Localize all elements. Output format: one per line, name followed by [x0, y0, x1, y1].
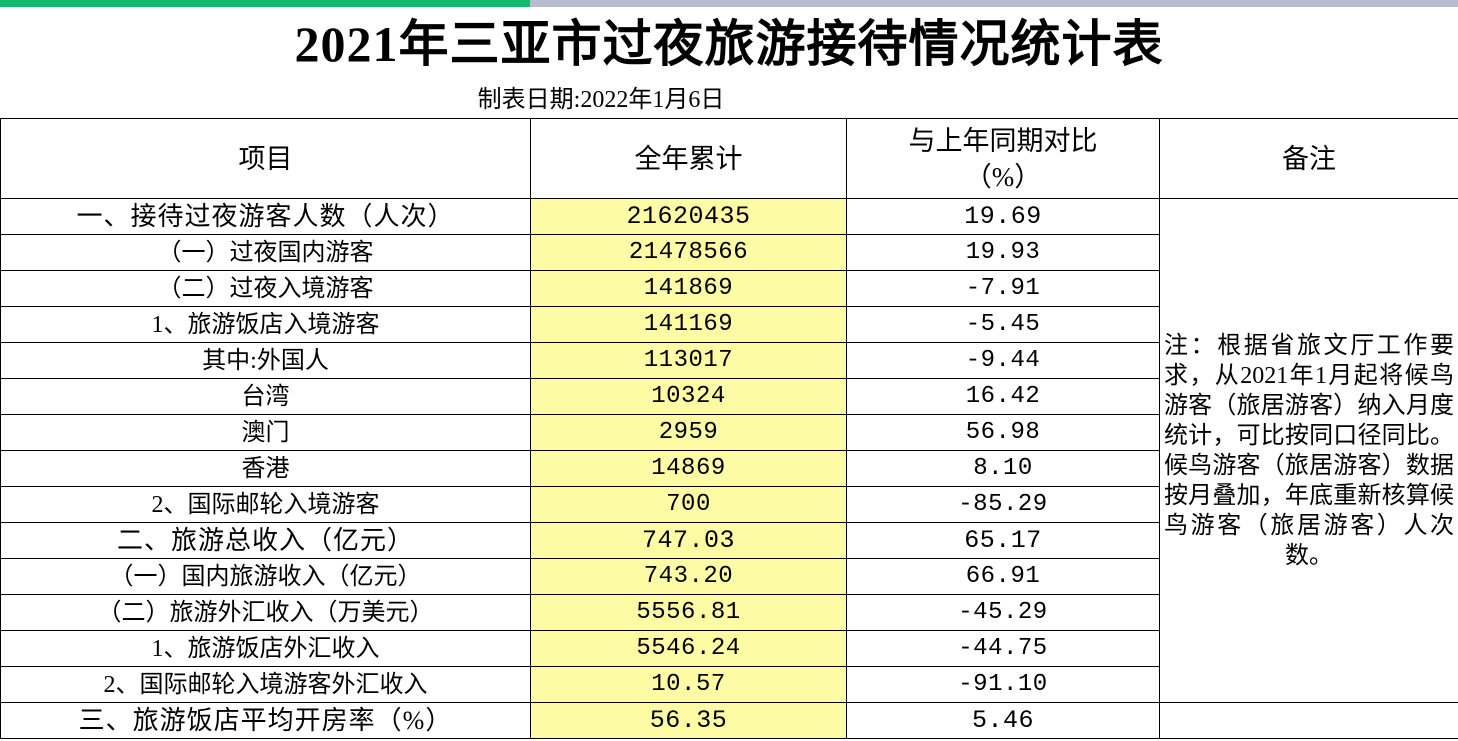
statistics-table-wrapper: 项目 全年累计 与上年同期对比 （%） 备注 一、接待过夜游客人数（人次） 216… [0, 118, 1458, 739]
cell-yoy: -85.29 [846, 486, 1160, 523]
cell-yoy: -9.44 [846, 342, 1160, 379]
cell-total: 14869 [530, 450, 847, 487]
cell-total: 21478566 [530, 234, 847, 271]
cell-yoy: -44.75 [846, 630, 1160, 667]
table-row: 二、旅游总收入（亿元） 747.03 65.17 [0, 522, 1458, 559]
table-row: 1、旅游饭店入境游客 141169 -5.45 [0, 306, 1458, 343]
cell-item: 一、接待过夜游客人数（人次） [0, 198, 531, 235]
table-header-row: 项目 全年累计 与上年同期对比 （%） 备注 [0, 118, 1458, 199]
cell-item: 二、旅游总收入（亿元） [0, 522, 531, 559]
cell-item: （二）旅游外汇收入（万美元） [0, 594, 531, 631]
statistics-table: 项目 全年累计 与上年同期对比 （%） 备注 一、接待过夜游客人数（人次） 216… [0, 118, 1458, 739]
cell-total: 113017 [530, 342, 847, 379]
cell-item: （一）国内旅游收入（亿元） [0, 558, 531, 595]
cell-yoy: -5.45 [846, 306, 1160, 343]
table-row: （二）旅游外汇收入（万美元） 5556.81 -45.29 [0, 594, 1458, 631]
column-header-yoy: 与上年同期对比 （%） [846, 118, 1160, 199]
cell-yoy: 5.46 [846, 702, 1160, 739]
cell-item: 1、旅游饭店入境游客 [0, 306, 531, 343]
cell-total: 700 [530, 486, 847, 523]
cell-yoy: -7.91 [846, 270, 1160, 307]
cell-total: 141169 [530, 306, 847, 343]
cell-yoy: 56.98 [846, 414, 1160, 451]
table-row: 2、国际邮轮入境游客外汇收入 10.57 -91.10 [0, 666, 1458, 703]
cell-total: 5546.24 [530, 630, 847, 667]
cell-total: 56.35 [530, 702, 847, 739]
cell-yoy: 16.42 [846, 378, 1160, 415]
report-date: 制表日期:2022年1月6日 [477, 87, 725, 113]
table-row: 1、旅游饭店外汇收入 5546.24 -44.75 [0, 630, 1458, 667]
cell-total: 2959 [530, 414, 847, 451]
cell-yoy: 19.69 [846, 198, 1160, 235]
column-header-yoy-line1: 与上年同期对比 [908, 125, 1098, 156]
title-block: 2021年三亚市过夜旅游接待情况统计表 制表日期:2022年1月6日 [0, 7, 1458, 118]
cell-total: 747.03 [530, 522, 847, 559]
cell-total: 21620435 [530, 198, 847, 235]
table-row: 香港 14869 8.10 [0, 450, 1458, 487]
cell-yoy: 66.91 [846, 558, 1160, 595]
cell-item: （一）过夜国内游客 [0, 234, 531, 271]
cell-remark-empty [1159, 702, 1458, 739]
column-header-yoy-line2: （%） [964, 161, 1042, 192]
cell-item: 2、国际邮轮入境游客 [0, 486, 531, 523]
table-row: 其中:外国人 113017 -9.44 [0, 342, 1458, 379]
cell-item: 香港 [0, 450, 531, 487]
table-row: 三、旅游饭店平均开房率（%） 56.35 5.46 [0, 702, 1458, 739]
top-decoration-bars [0, 0, 1458, 7]
column-header-item: 项目 [0, 118, 531, 199]
cell-total: 5556.81 [530, 594, 847, 631]
table-row: 台湾 10324 16.42 [0, 378, 1458, 415]
cell-yoy: -91.10 [846, 666, 1160, 703]
cell-item: 2、国际邮轮入境游客外汇收入 [0, 666, 531, 703]
accent-bar-gray [530, 0, 1458, 7]
cell-remark-note: 注：根据省旅文厅工作要求，从2021年1月起将候鸟游客（旅居游客）纳入月度统计，… [1159, 198, 1458, 703]
cell-item: （二）过夜入境游客 [0, 270, 531, 307]
cell-total: 10324 [530, 378, 847, 415]
table-row: 一、接待过夜游客人数（人次） 21620435 19.69 注：根据省旅文厅工作要求，… [0, 198, 1458, 703]
cell-item: 三、旅游饭店平均开房率（%） [0, 702, 531, 739]
cell-yoy: 65.17 [846, 522, 1160, 559]
page-title: 2021年三亚市过夜旅游接待情况统计表 [294, 16, 1164, 72]
column-header-total: 全年累计 [530, 118, 847, 199]
cell-item: 其中:外国人 [0, 342, 531, 379]
cell-total: 10.57 [530, 666, 847, 703]
cell-yoy: 19.93 [846, 234, 1160, 271]
accent-bar-green [0, 0, 530, 7]
cell-total: 743.20 [530, 558, 847, 595]
cell-total: 141869 [530, 270, 847, 307]
column-header-remark: 备注 [1159, 118, 1458, 199]
table-body: 一、接待过夜游客人数（人次） 21620435 19.69 注：根据省旅文厅工作要求，… [0, 198, 1458, 739]
cell-yoy: 8.10 [846, 450, 1160, 487]
table-row: 2、国际邮轮入境游客 700 -85.29 [0, 486, 1458, 523]
cell-item: 澳门 [0, 414, 531, 451]
cell-item: 1、旅游饭店外汇收入 [0, 630, 531, 667]
table-row: （二）过夜入境游客 141869 -7.91 [0, 270, 1458, 307]
cell-yoy: -45.29 [846, 594, 1160, 631]
cell-item: 台湾 [0, 378, 531, 415]
